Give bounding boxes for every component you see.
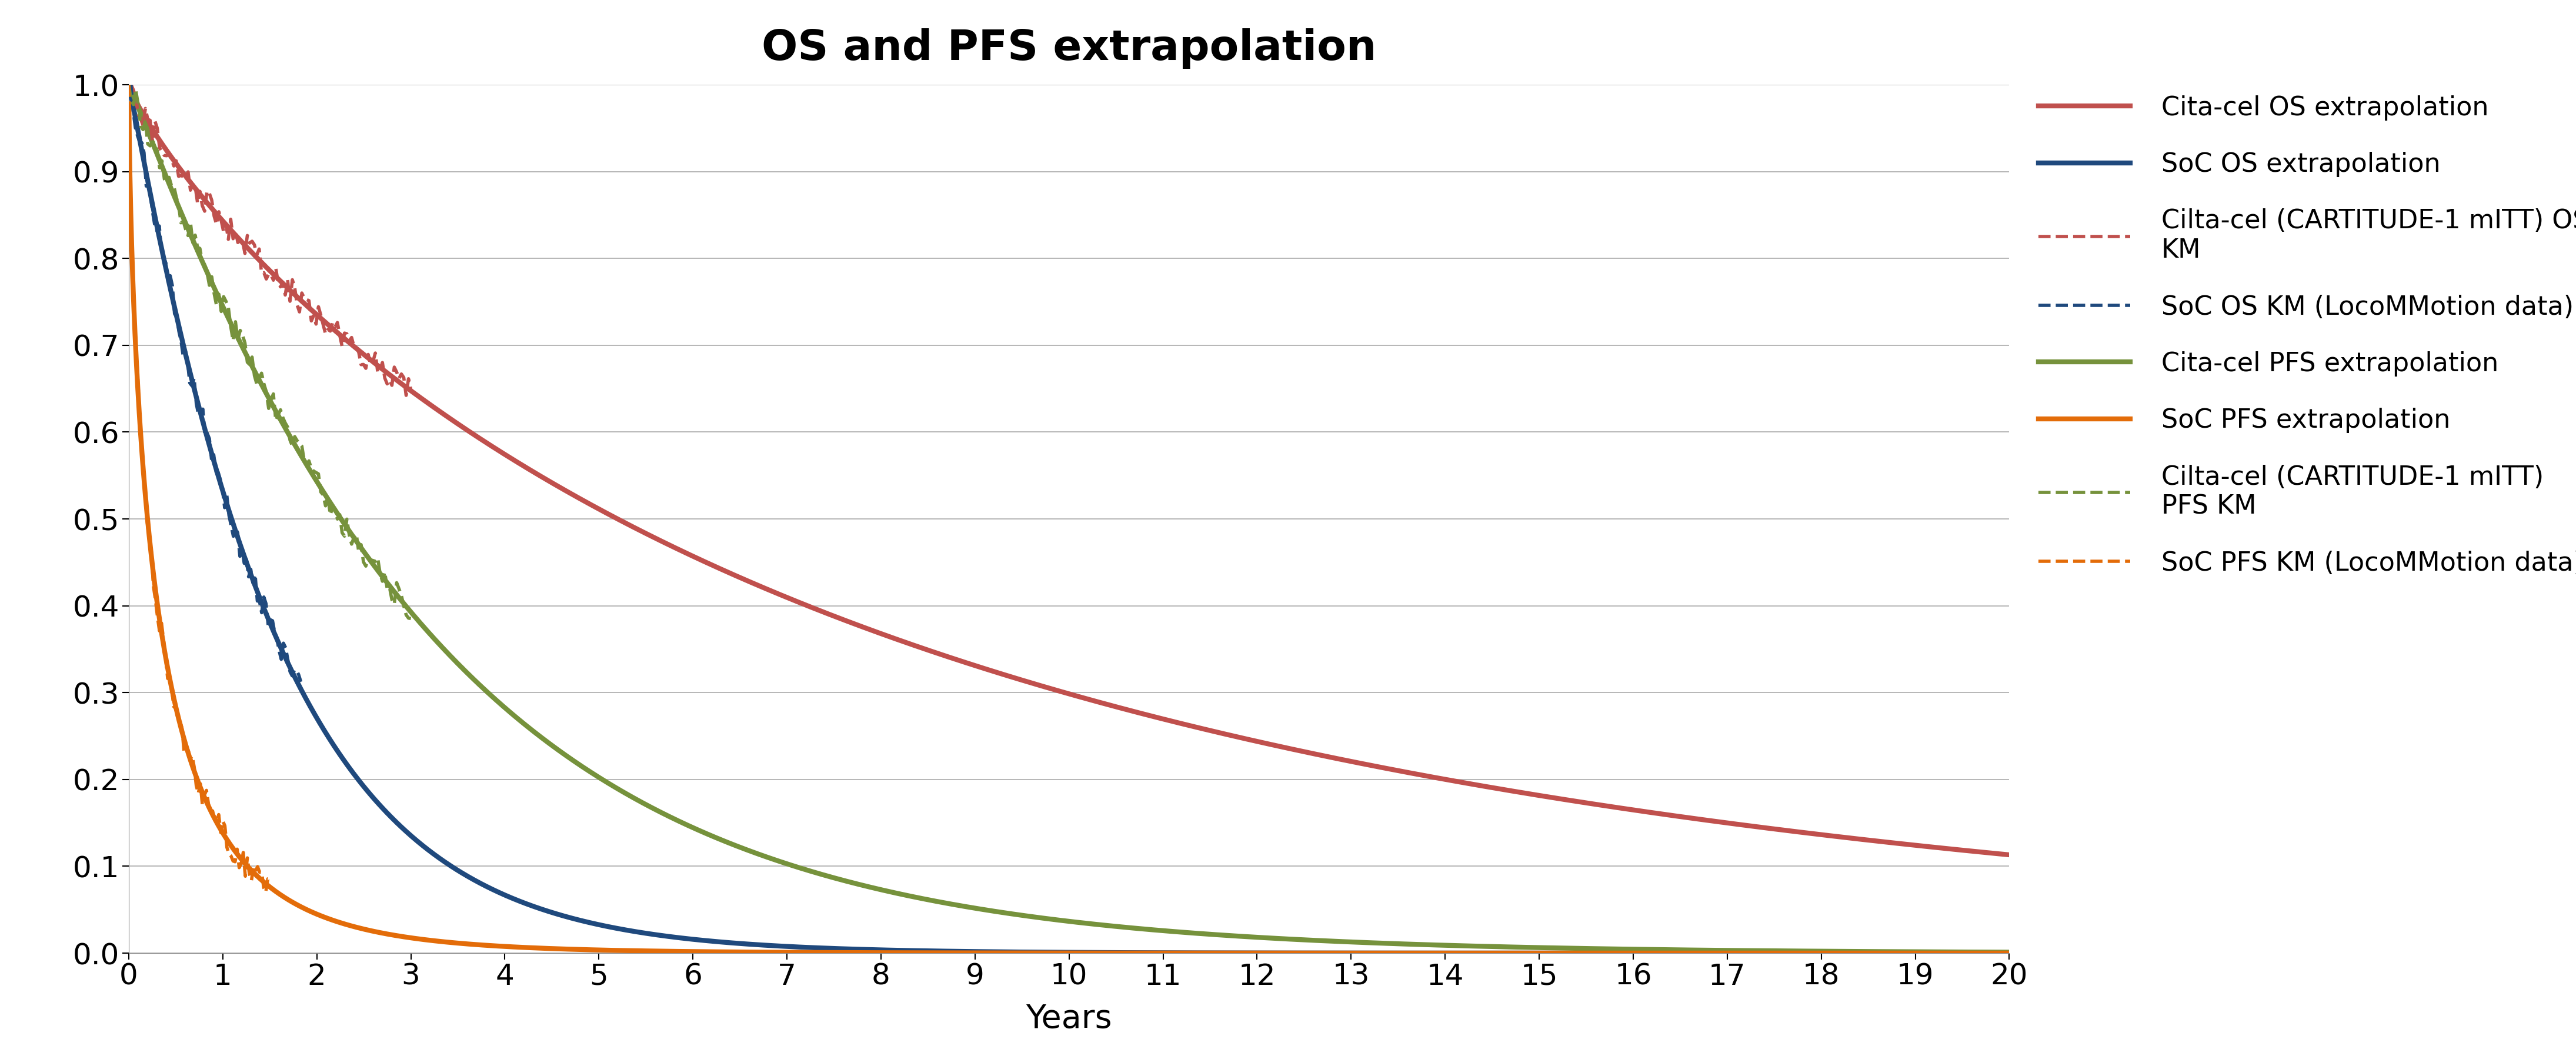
Legend: Cita-cel OS extrapolation, SoC OS extrapolation, Cilta-cel (CARTITUDE-1 mITT) OS: Cita-cel OS extrapolation, SoC OS extrap…	[2027, 85, 2576, 587]
Title: OS and PFS extrapolation: OS and PFS extrapolation	[762, 29, 1376, 69]
X-axis label: Years: Years	[1025, 1003, 1113, 1035]
